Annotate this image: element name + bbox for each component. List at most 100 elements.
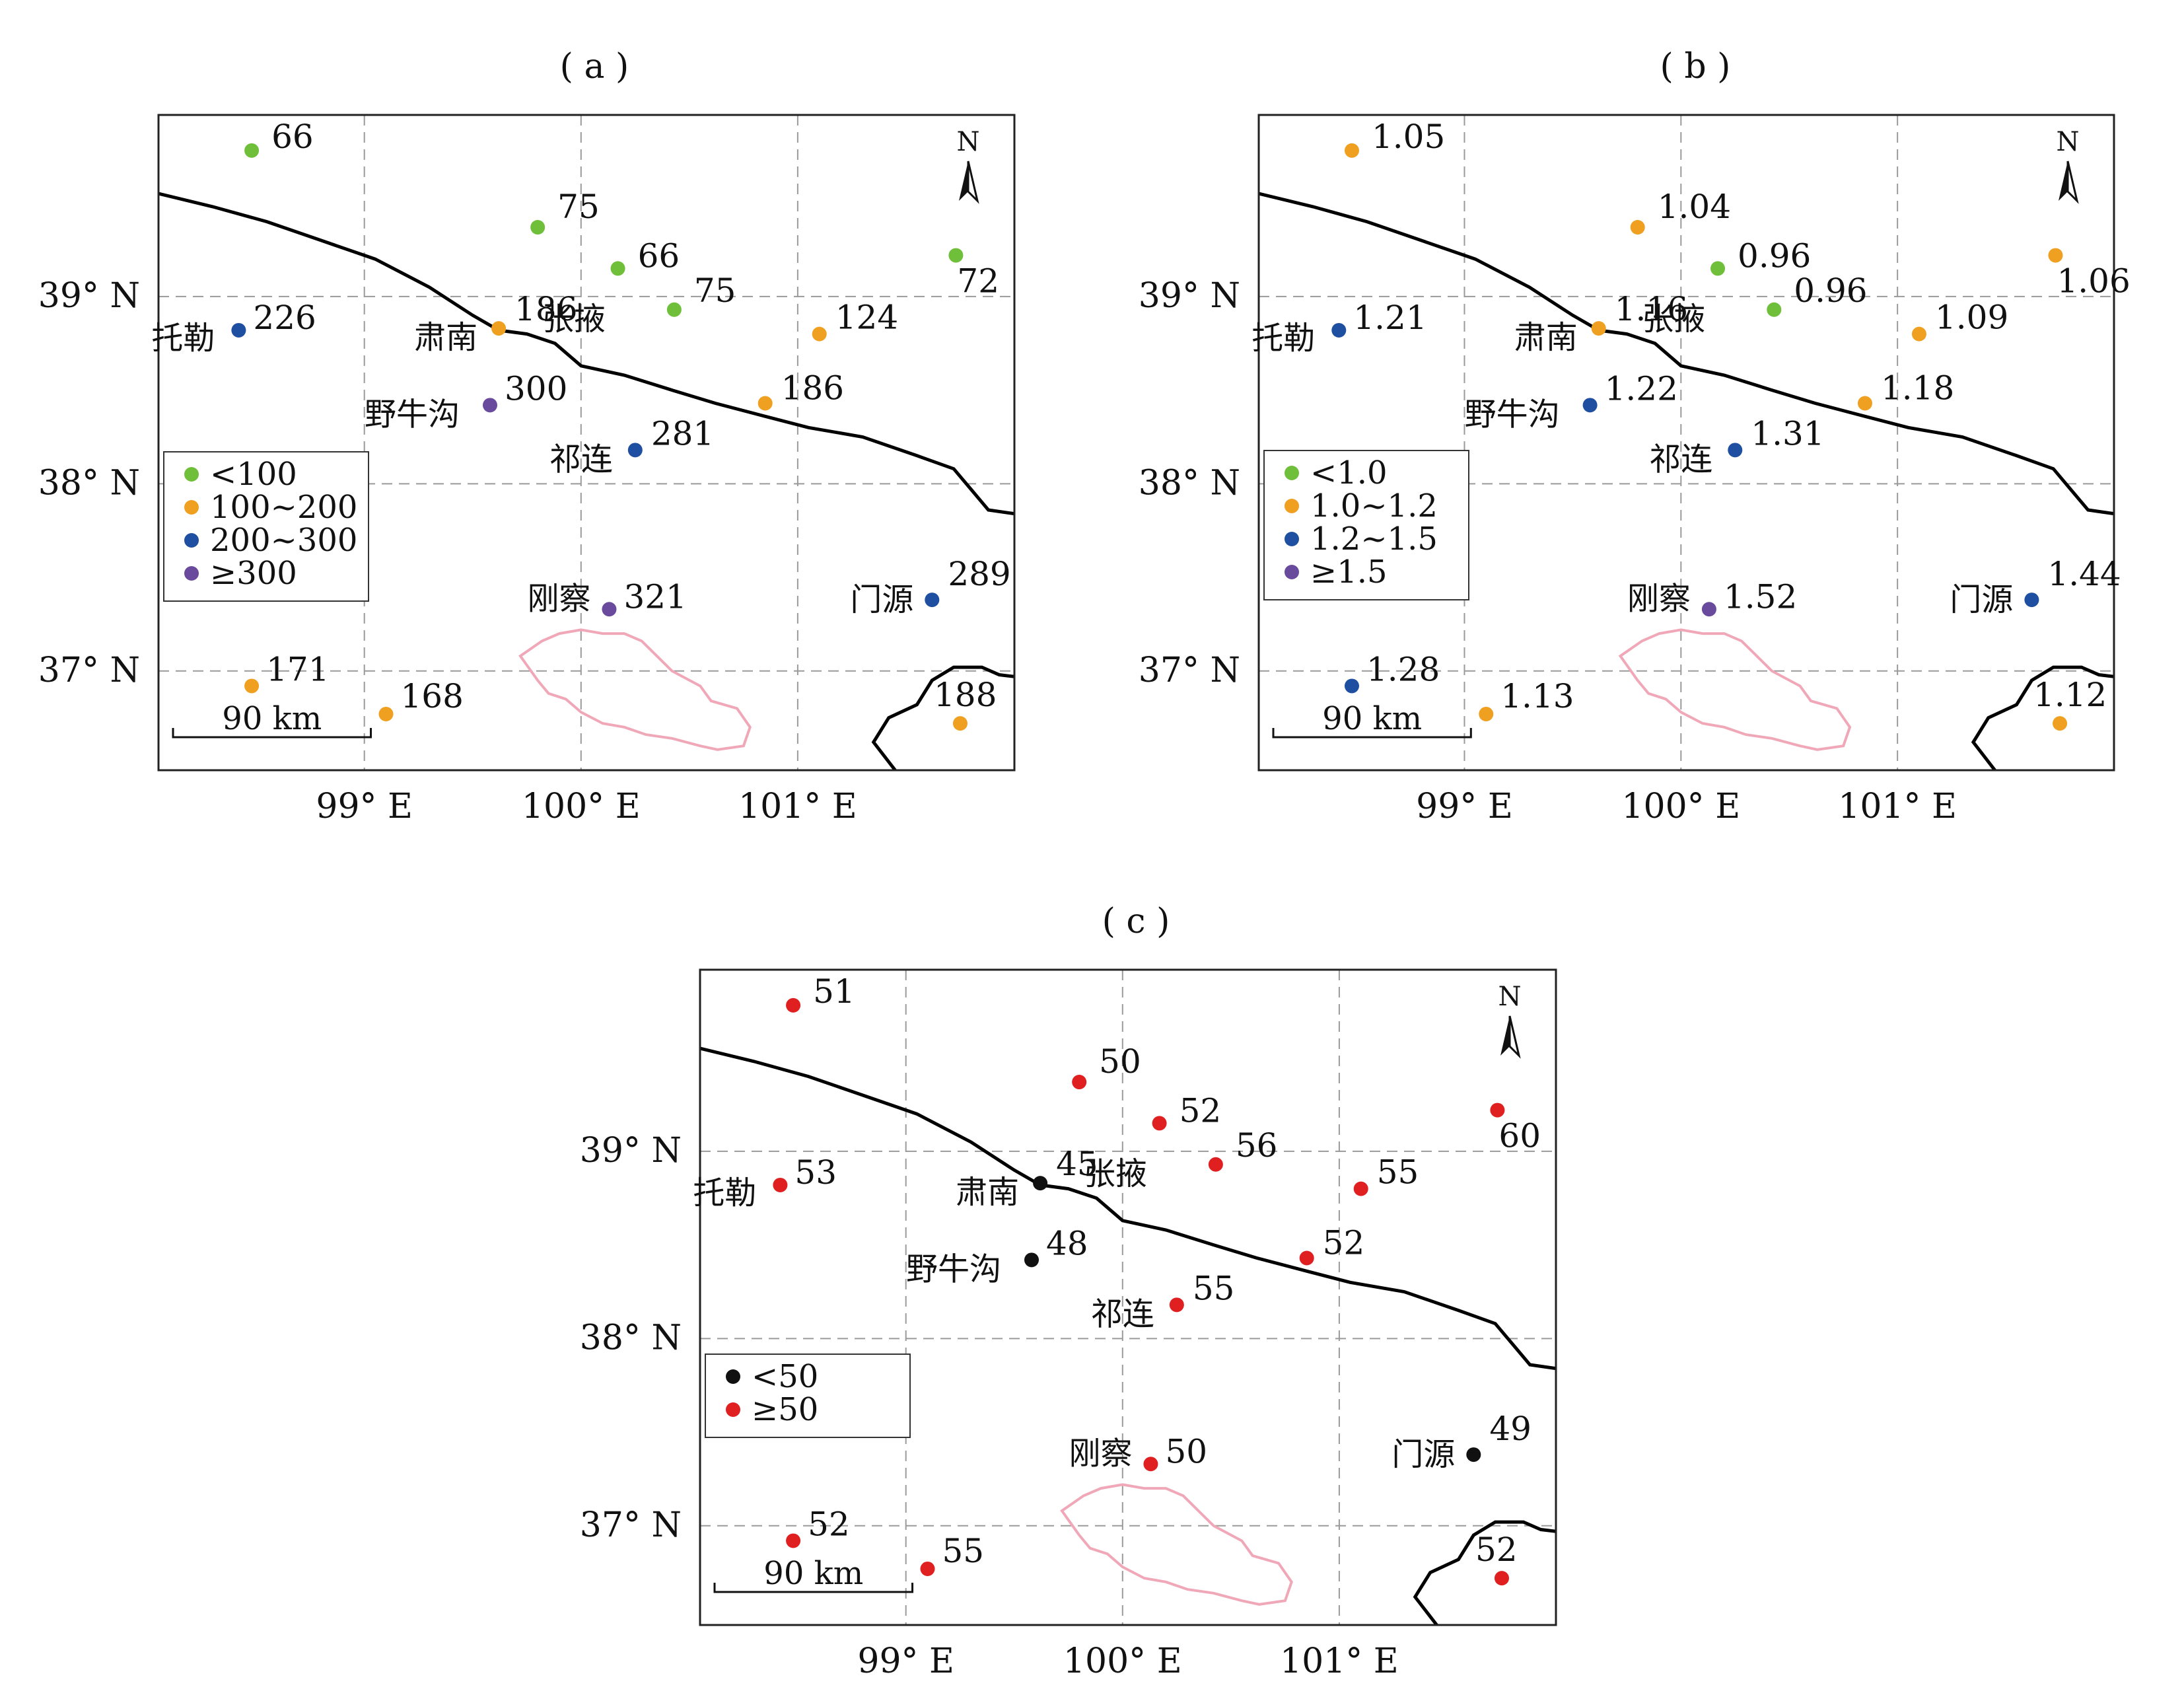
station-marker — [602, 602, 617, 617]
station-marker — [925, 593, 940, 608]
station-value: 1.13 — [1500, 677, 1574, 715]
map-frame — [1257, 114, 2115, 772]
station-value: 1.52 — [1724, 577, 1797, 616]
panel-label: ( b ) — [1660, 47, 1731, 87]
lon-tick-label: 99° E — [316, 787, 413, 826]
station-value: 321 — [623, 577, 686, 616]
station-marker — [666, 302, 682, 317]
station-value: 289 — [948, 555, 1010, 593]
station-marker — [920, 1561, 935, 1576]
station-name: 野牛沟 — [1465, 396, 1560, 433]
lat-tick-label: 37° N — [1139, 651, 1240, 690]
station-name: 门源 — [850, 581, 913, 618]
station-marker — [482, 398, 497, 413]
legend-box — [705, 1354, 911, 1438]
station-value: 51 — [813, 972, 855, 1011]
station-marker — [952, 716, 968, 731]
station-marker — [1033, 1176, 1048, 1191]
lat-tick-label: 37° N — [580, 1505, 682, 1545]
station-name: 托勒 — [151, 320, 215, 357]
lat-tick-label: 38° N — [38, 463, 140, 503]
legend-marker — [726, 1402, 740, 1417]
province-border — [1259, 192, 2114, 516]
legend-label: ≥1.5 — [1310, 554, 1388, 591]
station-marker — [1331, 322, 1347, 338]
panel-label: ( c ) — [1102, 902, 1170, 941]
station-value: 171 — [266, 650, 329, 688]
station-marker — [2053, 716, 2068, 731]
station-marker — [786, 997, 801, 1013]
lat-tick-label: 39° N — [38, 276, 140, 316]
map-panel-a: ( a ) 39° N 38° N 37° N 99° E 100° E 101° E N 90… — [38, 47, 1016, 826]
station-marker — [1591, 321, 1606, 336]
north-arrow-icon — [959, 161, 968, 201]
lat-tick-label: 39° N — [1139, 276, 1240, 316]
station-marker — [1466, 1447, 1481, 1462]
province-border-southeast — [1971, 665, 2114, 770]
north-arrow-outline — [967, 161, 979, 204]
scale-label: 90 km — [763, 1555, 863, 1592]
station-marker — [1143, 1457, 1158, 1472]
province-border-southeast — [1413, 1520, 1556, 1625]
station-marker — [1494, 1571, 1509, 1586]
legend-marker — [184, 467, 199, 482]
station-value: 52 — [1180, 1091, 1222, 1130]
station-marker — [1072, 1075, 1087, 1090]
map-panel-b: ( b ) 39° N 38° N 37° N 99° E 100° E 101° E N 90… — [1139, 47, 2131, 826]
station-marker — [244, 143, 260, 158]
station-marker — [812, 326, 827, 342]
lon-tick-label: 100° E — [522, 787, 641, 826]
legend-marker — [726, 1369, 740, 1384]
station-value: 1.06 — [2057, 262, 2130, 301]
station-value: 1.16 — [1615, 290, 1688, 328]
lat-tick-label: 37° N — [38, 651, 140, 690]
station-marker — [627, 443, 643, 458]
station-name: 祁连 — [549, 441, 613, 478]
lat-tick-label: 39° N — [580, 1131, 682, 1171]
legend-marker — [184, 533, 199, 548]
lon-tick-label: 99° E — [857, 1642, 954, 1681]
station-name: 野牛沟 — [365, 396, 460, 433]
station-value: 52 — [1323, 1223, 1365, 1262]
station-value: 300 — [505, 369, 567, 408]
station-marker — [1344, 678, 1359, 694]
station-name: 刚察 — [527, 580, 590, 617]
province-border — [159, 192, 1014, 516]
north-arrow-outline — [1508, 1015, 1521, 1059]
north-label: N — [2057, 127, 2080, 157]
lon-tick-label: 101° E — [738, 787, 857, 826]
legend-marker — [1285, 466, 1299, 480]
station-value: 1.04 — [1658, 188, 1731, 226]
station-value: 1.12 — [2033, 676, 2107, 714]
scale-label: 90 km — [222, 700, 322, 737]
panel-label: ( a ) — [560, 47, 629, 87]
station-name: 张掖 — [542, 301, 606, 338]
station-value: 66 — [271, 118, 314, 156]
station-value: 55 — [942, 1532, 985, 1570]
station-value: 1.18 — [1881, 369, 1954, 407]
station-marker — [231, 322, 246, 338]
lon-tick-label: 101° E — [1838, 787, 1957, 826]
station-marker — [773, 1177, 788, 1192]
station-value: 124 — [835, 299, 898, 337]
station-value: 72 — [957, 262, 999, 301]
station-marker — [1353, 1181, 1368, 1196]
station-marker — [1344, 143, 1359, 158]
station-marker — [610, 261, 625, 276]
lake-outline — [1618, 628, 1852, 751]
legend-label: 1.0~1.2 — [1310, 487, 1438, 524]
station-marker — [948, 248, 964, 263]
station-value: 75 — [557, 188, 600, 226]
station-marker — [1169, 1297, 1184, 1313]
station-name: 门源 — [1950, 581, 2013, 618]
station-value: 55 — [1193, 1269, 1235, 1307]
map-frame — [699, 968, 1557, 1626]
station-value: 49 — [1489, 1410, 1532, 1448]
station-value: 50 — [1165, 1432, 1207, 1470]
station-value: 1.31 — [1751, 414, 1824, 452]
station-marker — [1299, 1250, 1314, 1266]
station-value: 1.09 — [1935, 299, 2008, 337]
legend-label: 100~200 — [210, 489, 357, 526]
station-marker — [1582, 398, 1598, 413]
station-name: 肃南 — [1514, 319, 1578, 356]
